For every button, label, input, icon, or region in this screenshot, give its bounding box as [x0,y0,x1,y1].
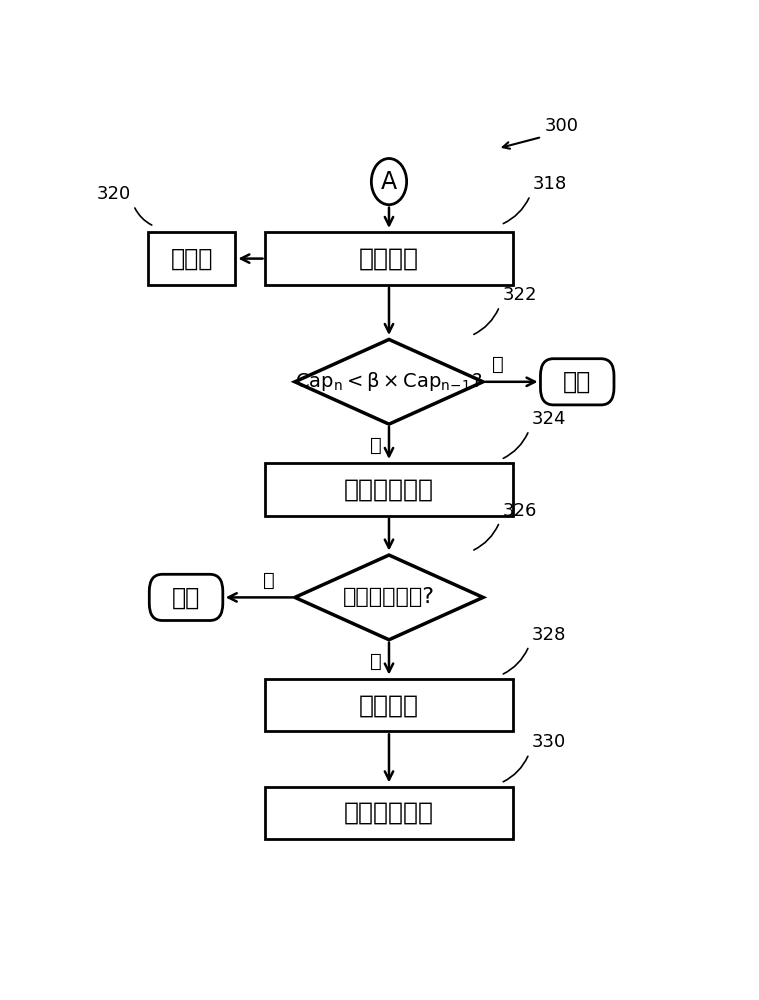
Polygon shape [294,339,483,424]
FancyBboxPatch shape [150,574,223,620]
Text: 是: 是 [370,436,382,455]
Text: 否: 否 [370,652,382,671]
FancyBboxPatch shape [266,232,512,285]
Text: 通过探测循环?: 通过探测循环? [343,587,435,607]
Text: 结束: 结束 [172,585,200,609]
FancyBboxPatch shape [540,359,614,405]
Text: 执行缓解策略: 执行缓解策略 [344,801,434,825]
Text: 300: 300 [545,117,579,135]
Text: 结束: 结束 [563,370,591,394]
Polygon shape [294,555,483,640]
Text: 标记析锂: 标记析锂 [359,693,419,717]
FancyBboxPatch shape [266,679,512,731]
Text: 326: 326 [502,502,537,520]
Text: $\mathrm{Cap_n < \beta \times Cap_{n\!-\!1}?}$: $\mathrm{Cap_n < \beta \times Cap_{n\!-\… [295,370,483,393]
Text: 计算容量: 计算容量 [359,247,419,271]
Text: 328: 328 [532,626,566,644]
Text: 否: 否 [492,355,504,374]
FancyBboxPatch shape [266,787,512,839]
Text: 320: 320 [96,185,131,203]
FancyBboxPatch shape [149,232,235,285]
Text: 存储器: 存储器 [171,247,213,271]
Text: 330: 330 [532,733,566,751]
Circle shape [371,158,407,205]
Text: 324: 324 [532,410,566,428]
Text: 318: 318 [533,175,568,193]
Text: A: A [381,170,397,194]
FancyBboxPatch shape [266,463,512,516]
Text: 是: 是 [263,571,274,590]
Text: 运行探测循环: 运行探测循环 [344,478,434,502]
Text: 322: 322 [502,286,537,304]
